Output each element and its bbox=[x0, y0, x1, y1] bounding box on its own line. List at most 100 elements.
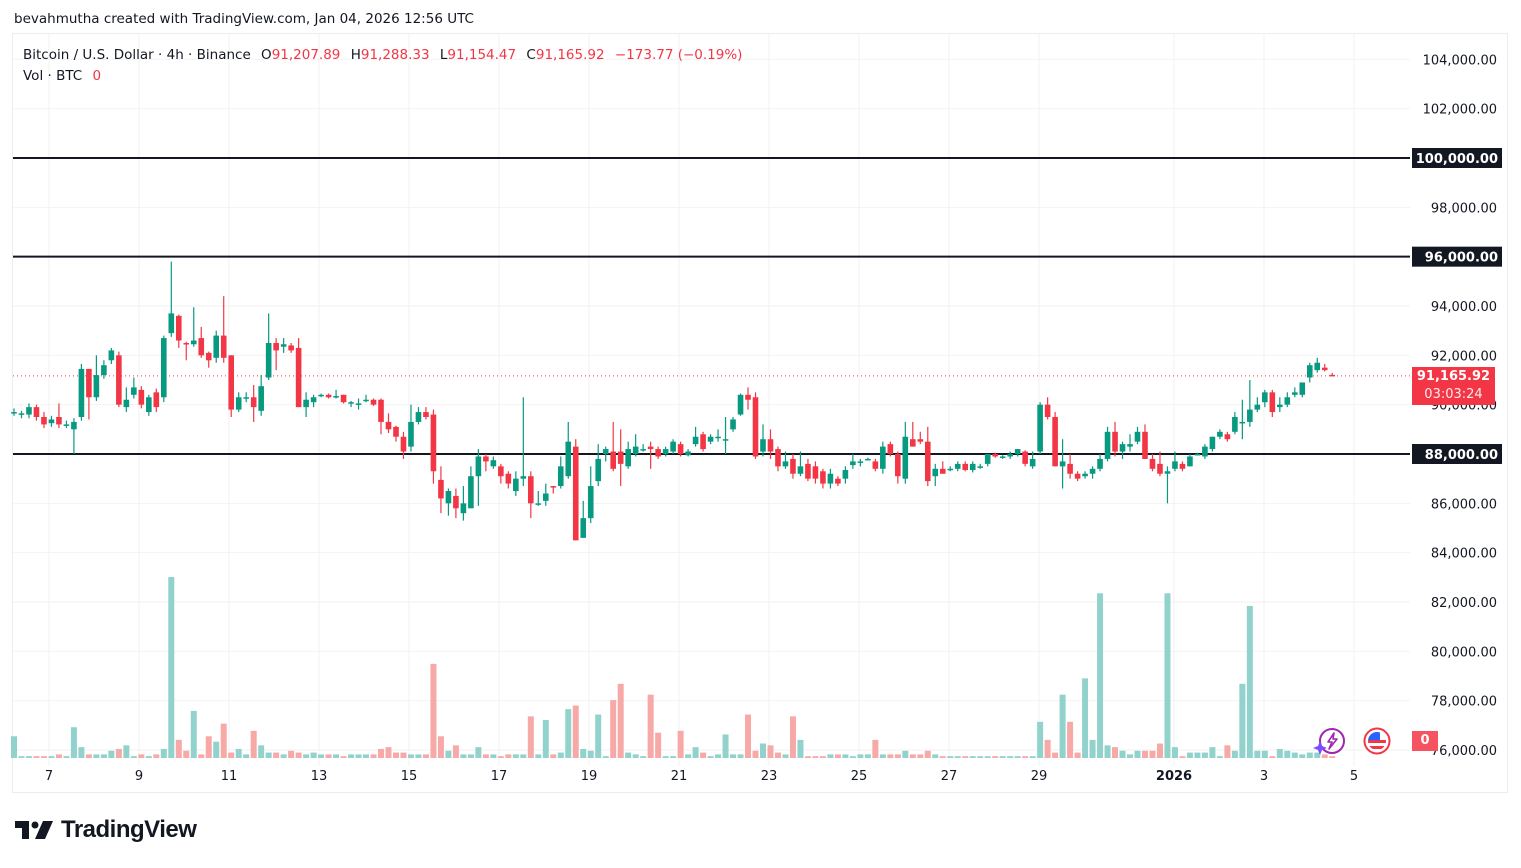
candle-body bbox=[340, 394, 347, 403]
candle-body bbox=[445, 491, 452, 504]
candle bbox=[954, 461, 961, 472]
volume-bar bbox=[999, 756, 1006, 758]
candle-body bbox=[1097, 458, 1103, 469]
candle bbox=[745, 387, 751, 410]
candle-body bbox=[453, 495, 459, 509]
volume-title[interactable]: Vol · BTC bbox=[23, 68, 83, 84]
horizontal-line-price-tag bbox=[1412, 148, 1502, 168]
candle-body bbox=[707, 436, 714, 442]
volume-bar bbox=[250, 730, 257, 758]
candle bbox=[580, 500, 587, 538]
candle bbox=[1217, 429, 1223, 440]
volume-bar bbox=[535, 754, 542, 758]
volume-legend-row: Vol · BTC 0 bbox=[23, 66, 742, 87]
candle-body bbox=[1299, 382, 1306, 395]
volume-bar bbox=[625, 752, 632, 758]
candle-body bbox=[1306, 365, 1313, 378]
candle-body bbox=[902, 436, 909, 479]
candle bbox=[655, 446, 661, 459]
candle bbox=[820, 468, 826, 489]
candle bbox=[175, 314, 182, 348]
price-axis-label: 104,000.00 bbox=[1423, 53, 1497, 68]
candle bbox=[984, 454, 991, 467]
candle-body bbox=[617, 451, 624, 464]
volume-bar bbox=[78, 747, 85, 758]
volume-bar bbox=[235, 748, 242, 758]
candle bbox=[707, 434, 714, 445]
volume-bar bbox=[33, 756, 40, 758]
candle bbox=[1149, 454, 1156, 472]
grid bbox=[13, 34, 1410, 766]
candle-body bbox=[962, 463, 969, 471]
volume-bar bbox=[452, 745, 459, 758]
candle bbox=[572, 439, 579, 541]
volume-bar bbox=[123, 745, 130, 758]
price-axis-label: 86,000.00 bbox=[1431, 497, 1497, 512]
candle-body bbox=[947, 468, 954, 471]
volume-bar bbox=[917, 754, 924, 758]
volume-bar bbox=[707, 756, 714, 758]
volume-bar bbox=[445, 750, 452, 758]
candle-countdown: 03:03:24 bbox=[1424, 387, 1483, 402]
close-value: 91,165.92 bbox=[535, 47, 605, 63]
candle bbox=[662, 446, 669, 457]
volume-bar bbox=[1254, 750, 1261, 758]
price-axis-label: 94,000.00 bbox=[1431, 300, 1497, 315]
candle-body bbox=[587, 486, 594, 519]
volume-bar bbox=[348, 754, 355, 758]
candle-body bbox=[954, 463, 961, 469]
current-price-tag: 91,165.92 03:03:24 bbox=[1412, 367, 1495, 405]
volume-bar bbox=[797, 739, 804, 758]
change-value: −173.77 (−0.19%) bbox=[614, 47, 743, 63]
symbol-title[interactable]: Bitcoin / U.S. Dollar · 4h · Binance bbox=[23, 47, 251, 63]
candle bbox=[513, 471, 519, 496]
volume-bar bbox=[213, 741, 220, 758]
candle-body bbox=[108, 350, 115, 361]
candle-body bbox=[175, 315, 182, 341]
candle-body bbox=[1127, 444, 1133, 447]
candle-body bbox=[647, 446, 654, 450]
candle bbox=[1134, 426, 1141, 445]
volume-bar bbox=[1179, 756, 1186, 758]
volume-bar bbox=[243, 754, 250, 758]
candle bbox=[977, 463, 984, 469]
lightning-sparkle-icon[interactable] bbox=[1312, 727, 1346, 757]
candle bbox=[647, 441, 654, 469]
volume-bar bbox=[1231, 750, 1238, 758]
candle-body bbox=[295, 347, 302, 408]
volume-bar bbox=[1194, 752, 1201, 758]
candle bbox=[483, 454, 489, 472]
candle bbox=[93, 355, 100, 401]
volume-bar bbox=[1329, 756, 1336, 758]
candle bbox=[415, 407, 422, 425]
tradingview-logo[interactable]: TradingView bbox=[15, 816, 197, 844]
candle-body bbox=[520, 476, 527, 479]
candle bbox=[228, 355, 235, 418]
candle bbox=[468, 466, 474, 509]
candle-body bbox=[1104, 431, 1111, 459]
candle bbox=[1321, 363, 1328, 372]
volume-bar bbox=[745, 714, 752, 758]
us-flag-icon[interactable] bbox=[1363, 727, 1391, 755]
candle bbox=[1022, 450, 1028, 467]
candle-body bbox=[1172, 461, 1178, 469]
volume-bar bbox=[1209, 747, 1216, 758]
price-axis-label: 102,000.00 bbox=[1423, 103, 1497, 118]
candle-body bbox=[1007, 454, 1013, 457]
candle bbox=[63, 420, 70, 429]
candle-body bbox=[610, 451, 616, 469]
high-value: 91,288.33 bbox=[360, 47, 430, 63]
candle bbox=[235, 392, 242, 413]
volume-bar bbox=[325, 754, 332, 758]
volume-bar bbox=[228, 752, 235, 758]
candle-body bbox=[1082, 473, 1088, 477]
time-axis-label: 5 bbox=[1350, 769, 1358, 784]
candle-body bbox=[243, 397, 249, 399]
candle bbox=[1194, 452, 1201, 456]
candle bbox=[190, 307, 197, 347]
candle bbox=[752, 392, 759, 459]
candle-body bbox=[168, 313, 175, 334]
candle-body bbox=[767, 439, 774, 452]
candle bbox=[1284, 392, 1291, 408]
